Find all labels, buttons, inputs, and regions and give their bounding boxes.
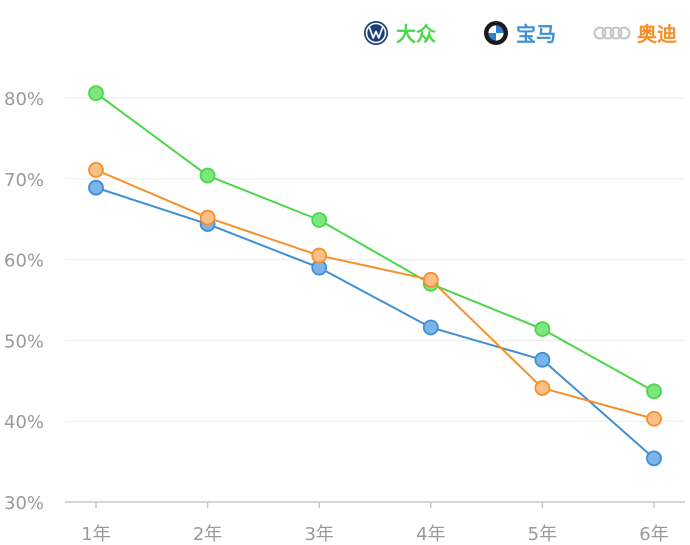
y-tick-label: 50%	[4, 331, 44, 352]
data-point-2-4[interactable]	[534, 380, 551, 396]
grid-lines	[65, 97, 685, 422]
data-point-2-1[interactable]	[199, 209, 216, 226]
data-point-1-5[interactable]	[646, 450, 662, 467]
legend-item-bmw[interactable]: 宝马	[484, 21, 556, 46]
data-point-1-0[interactable]	[88, 179, 104, 196]
y-tick-label: 40%	[4, 412, 44, 433]
legend-label-volkswagen: 大众	[396, 22, 436, 46]
legend-label-bmw: 宝马	[516, 22, 556, 46]
x-tick-label: 6年	[639, 524, 668, 545]
legend-item-volkswagen[interactable]: 大众	[364, 21, 436, 46]
series-layer	[88, 85, 662, 467]
series-line-1	[95, 186, 655, 460]
x-tick-label: 2年	[193, 524, 222, 545]
data-point-2-0[interactable]	[88, 162, 104, 178]
bmw-logo-icon	[484, 21, 508, 45]
legend: 大众 宝马 奥迪	[364, 21, 677, 46]
data-point-1-3[interactable]	[422, 319, 439, 336]
data-point-2-3[interactable]	[422, 271, 439, 288]
data-point-0-0[interactable]	[88, 85, 104, 102]
x-tick-label: 4年	[416, 524, 445, 545]
data-point-2-5[interactable]	[646, 410, 662, 427]
y-axis: 30% 40% 50% 60% 70% 80%	[4, 89, 44, 514]
volkswagen-logo-icon	[364, 21, 388, 45]
data-point-0-2[interactable]	[311, 212, 328, 228]
x-tick-label: 3年	[304, 524, 333, 545]
data-point-0-4[interactable]	[534, 321, 551, 337]
data-point-0-5[interactable]	[646, 383, 662, 400]
y-tick-label: 30%	[4, 493, 44, 514]
x-tick-label: 1年	[81, 524, 110, 545]
legend-label-audi: 奥迪	[637, 22, 677, 46]
series-line-2	[95, 168, 655, 420]
audi-rings-icon	[593, 26, 631, 40]
y-tick-label: 60%	[4, 251, 44, 272]
data-point-1-4[interactable]	[534, 351, 551, 368]
legend-item-audi[interactable]: 奥迪	[593, 22, 678, 46]
x-tick-label: 5年	[528, 524, 557, 545]
y-tick-label: 80%	[4, 89, 44, 110]
series-line-0	[95, 92, 655, 393]
data-point-0-1[interactable]	[199, 167, 216, 184]
data-point-2-2[interactable]	[311, 247, 328, 264]
y-tick-label: 70%	[4, 170, 44, 191]
x-axis: 1年 2年 3年 4年 5年 6年	[65, 501, 685, 545]
